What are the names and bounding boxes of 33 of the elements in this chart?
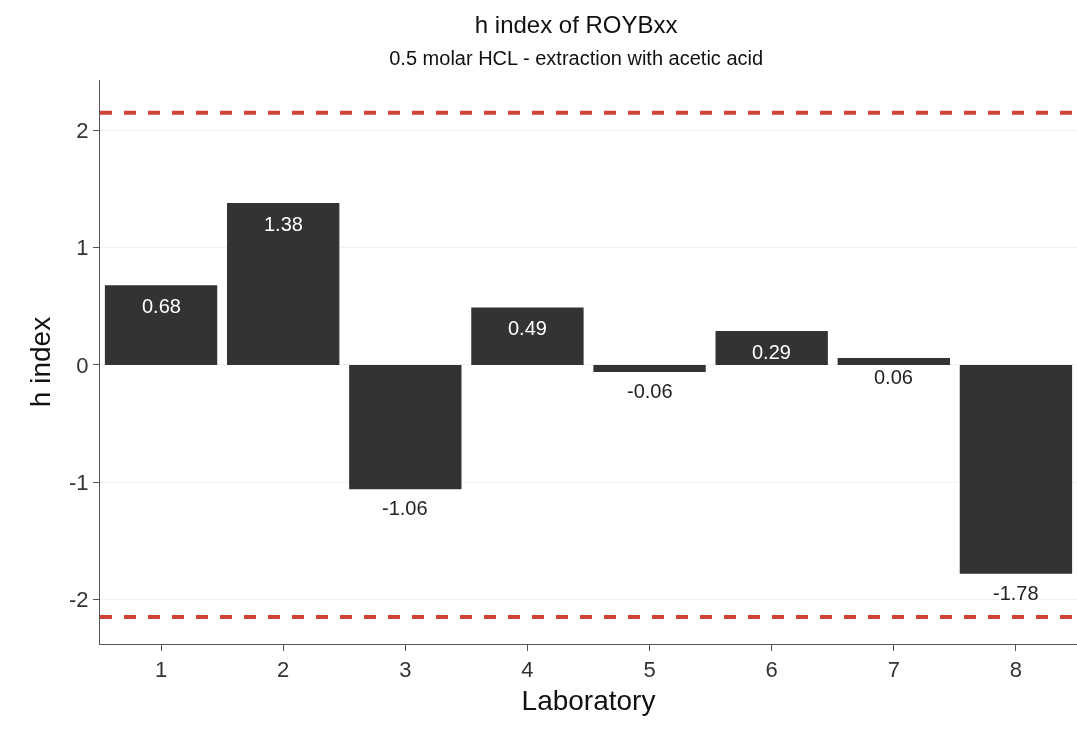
data-label: 0.29: [752, 341, 791, 363]
y-tick-label: -2: [69, 587, 89, 613]
x-axis-title: Laboratory: [521, 684, 656, 716]
data-label: 0.06: [874, 366, 913, 388]
bar: [837, 357, 950, 365]
bar: [593, 364, 706, 372]
x-tick-label: 4: [521, 657, 534, 683]
y-tick-label: 0: [76, 352, 89, 378]
y-tick-label: -1: [69, 469, 89, 495]
bar: [104, 285, 218, 365]
x-tick-label: 8: [1009, 657, 1023, 683]
x-tick-label: 1: [154, 657, 168, 683]
x-tick-label: 3: [399, 657, 412, 683]
bar: [349, 364, 462, 490]
data-label: -1.06: [382, 497, 428, 519]
y-tick-label: 1: [76, 235, 89, 261]
x-tick-label: 2: [277, 657, 290, 683]
x-tick-label: 7: [887, 657, 900, 683]
bar: [715, 330, 828, 365]
data-label: 0.68: [142, 295, 181, 317]
chart-subtitle: 0.5 molar HCL - extraction with acetic acid: [389, 46, 764, 69]
data-label: 1.38: [264, 213, 303, 235]
y-axis-title: h index: [24, 316, 56, 408]
x-tick-label: 5: [643, 657, 656, 683]
data-label: 0.49: [508, 317, 547, 339]
data-label: -0.06: [627, 380, 673, 402]
data-label: -1.78: [993, 582, 1039, 604]
chart-title: h index of ROYBxx: [474, 11, 678, 39]
bar: [471, 307, 584, 365]
bar: [959, 364, 1073, 574]
x-tick-label: 6: [765, 657, 778, 683]
y-tick-label: 2: [76, 118, 89, 144]
bar: [227, 203, 340, 365]
